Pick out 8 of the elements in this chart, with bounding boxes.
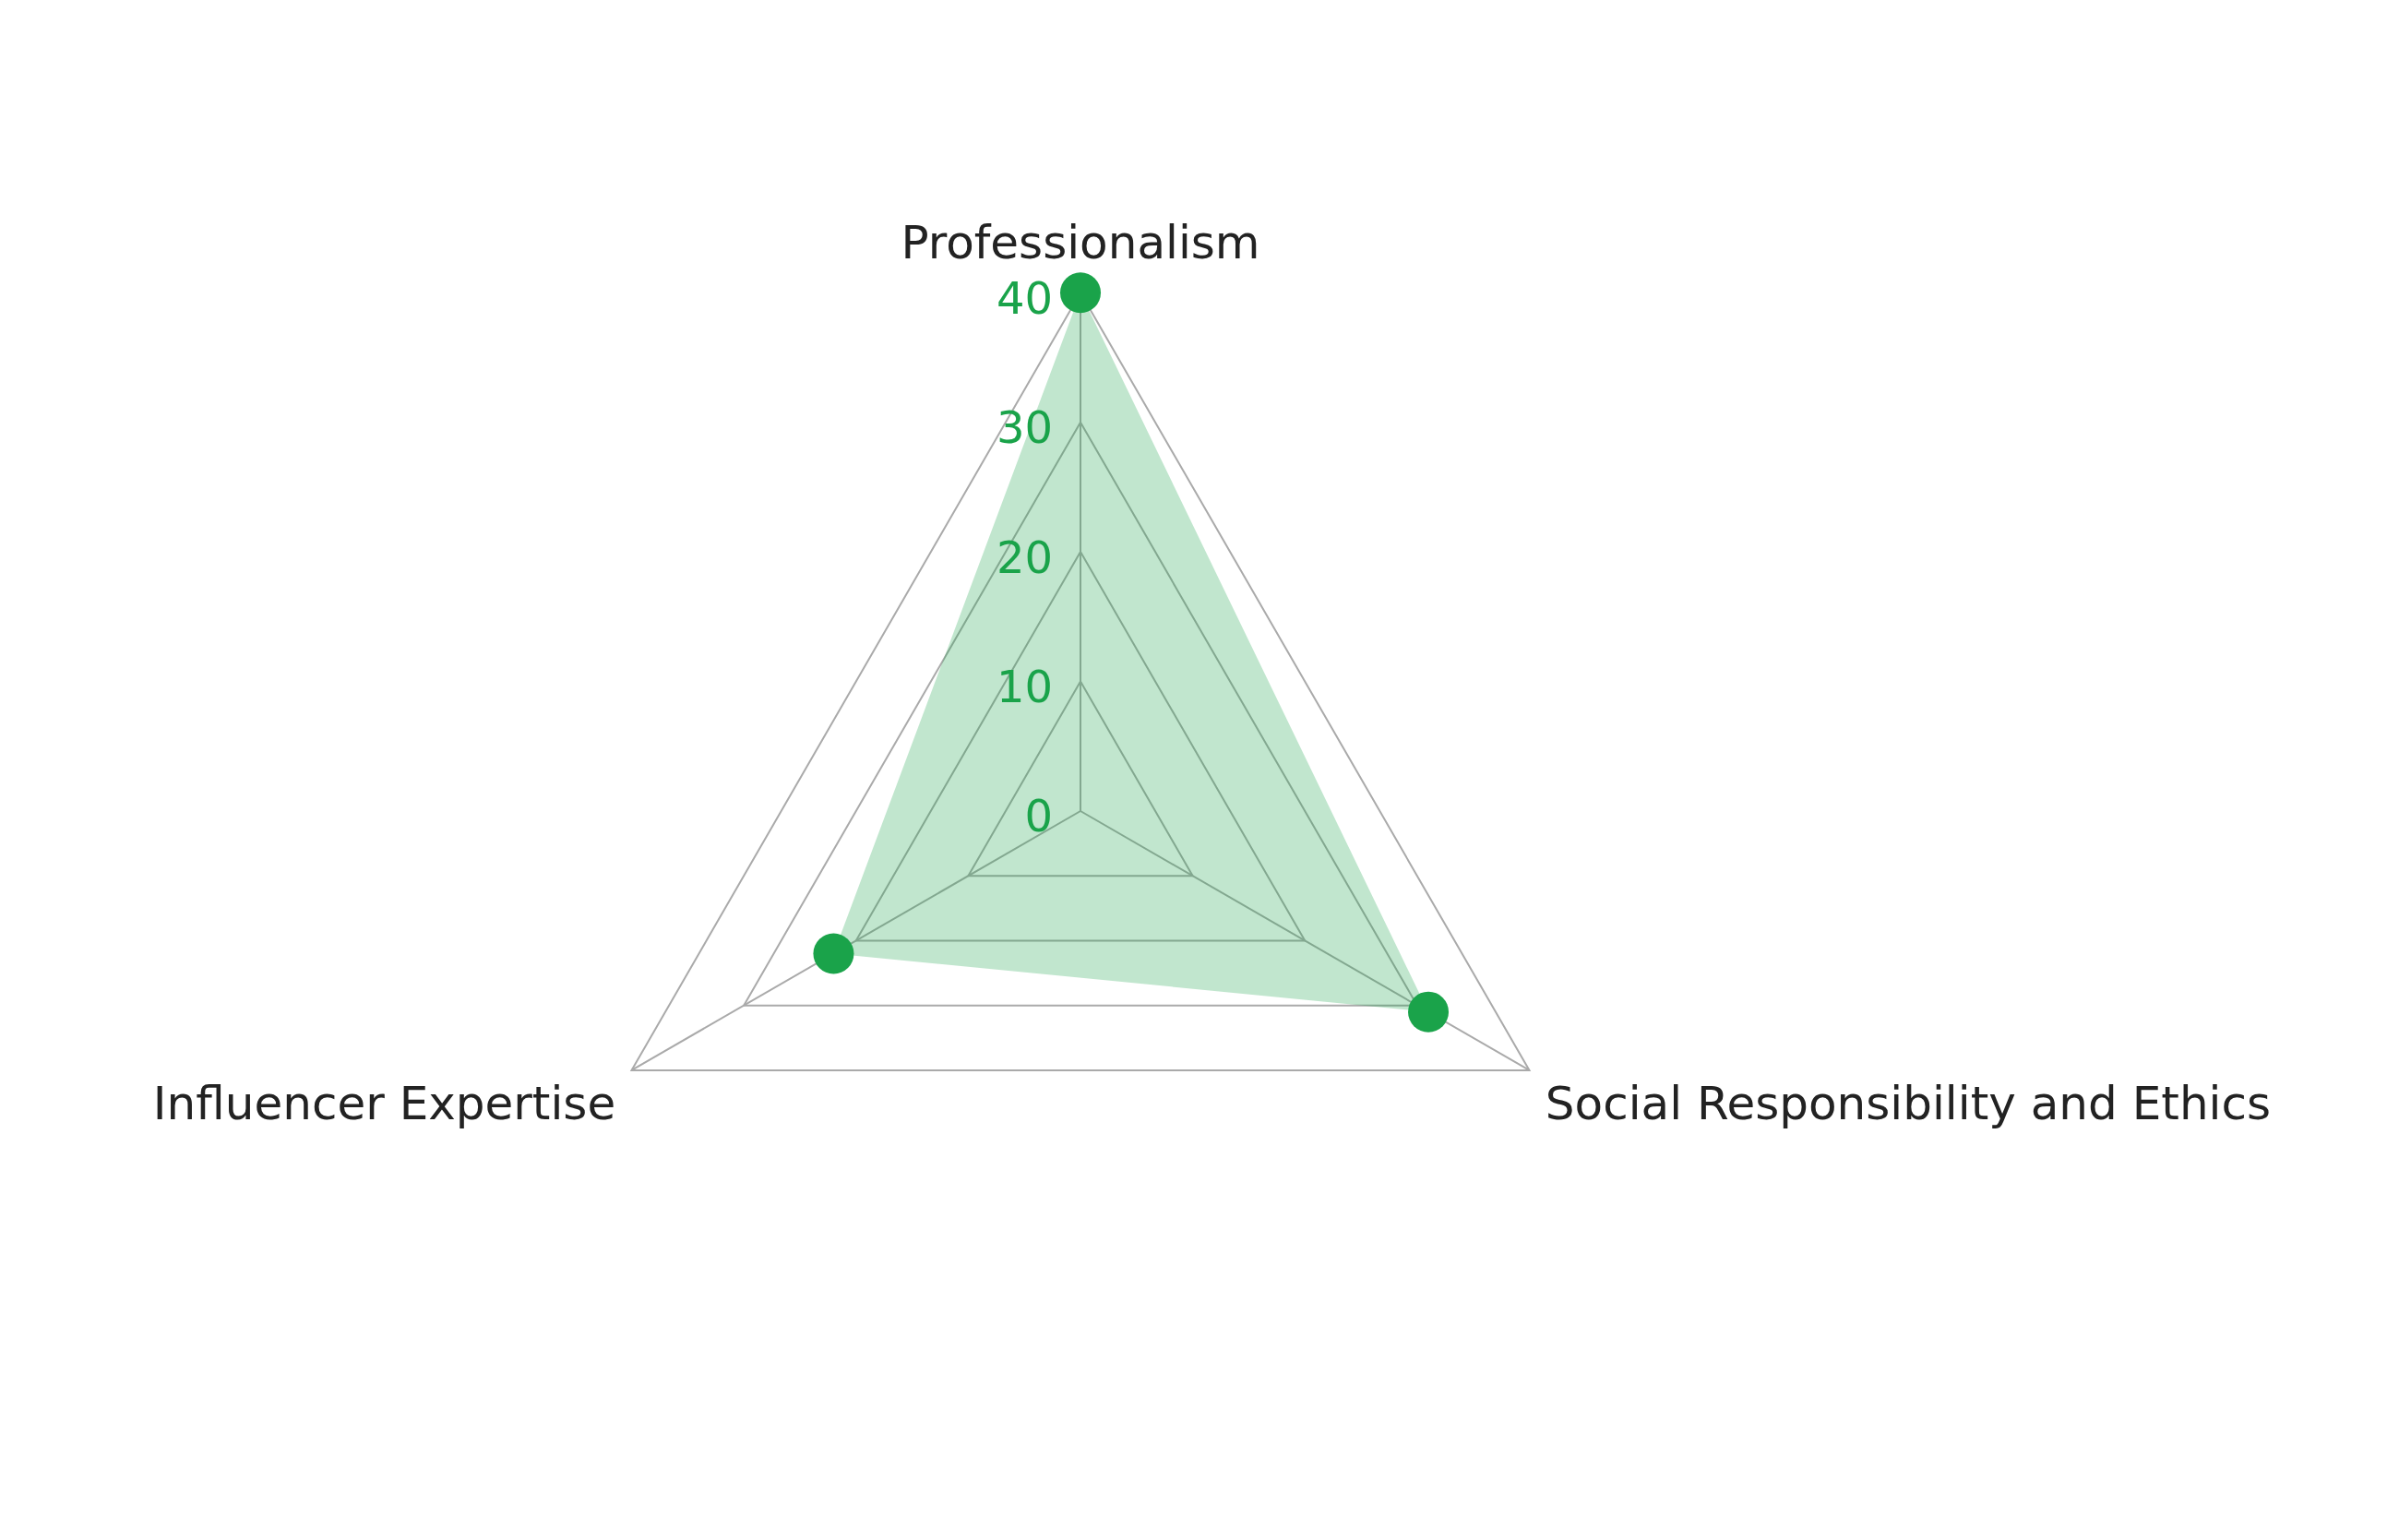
y-tick-label: 10	[996, 661, 1053, 713]
spoke-label: Professionalism	[901, 216, 1260, 270]
y-tick-label: 40	[996, 271, 1053, 324]
spoke-label: Influencer Expertise	[152, 1076, 616, 1130]
y-tick-label: 20	[996, 531, 1053, 583]
y-tick-label: 30	[996, 401, 1053, 454]
spoke-label: Social Responsibility and Ethics	[1545, 1076, 2272, 1130]
y-tick-label: 0	[1024, 790, 1053, 842]
